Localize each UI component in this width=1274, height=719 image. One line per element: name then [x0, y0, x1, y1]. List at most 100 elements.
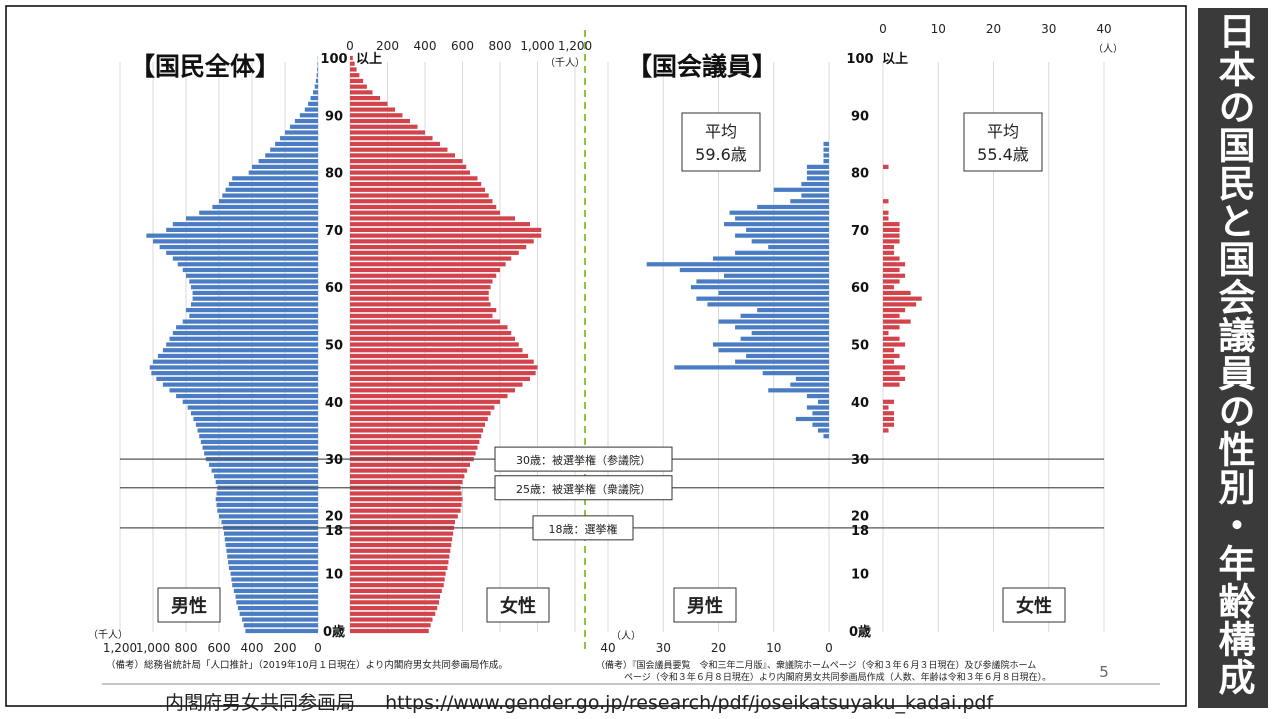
male-bar	[773, 187, 829, 192]
female-bar	[883, 210, 889, 215]
male-bar	[146, 233, 318, 238]
male-bar	[157, 353, 318, 359]
male-bar	[235, 594, 318, 599]
male-bar	[258, 159, 318, 164]
male-bar	[817, 428, 829, 433]
age-tick-label: 0歳	[849, 624, 871, 640]
male-bar	[724, 273, 829, 278]
male-bar	[823, 153, 829, 158]
average-value: 55.4歳	[977, 145, 1029, 164]
male-bar	[718, 319, 829, 324]
female-bar	[350, 204, 497, 210]
age-top-suffix: 以上	[882, 52, 908, 67]
female-bar	[350, 393, 508, 399]
female-bar	[350, 468, 468, 473]
male-bar	[182, 319, 318, 324]
average-value: 59.6歳	[695, 145, 747, 164]
male-bar	[186, 216, 318, 221]
male-bar	[217, 508, 318, 513]
female-bar	[350, 623, 431, 628]
chart-title: 【国会議員】	[627, 52, 777, 81]
male-bar	[199, 434, 318, 439]
male-bar	[317, 67, 318, 72]
male-bar	[232, 176, 318, 181]
male-bar	[735, 216, 829, 221]
age-tick-label: 90	[325, 109, 343, 124]
male-bar	[202, 445, 318, 450]
female-bar	[883, 422, 895, 427]
female-bar	[350, 136, 433, 141]
male-bar	[199, 210, 318, 215]
male-bar	[275, 141, 318, 147]
female-bar	[350, 428, 484, 433]
female-bar	[350, 548, 451, 553]
female-bar	[350, 491, 462, 496]
female-bar	[350, 61, 355, 66]
male-bar	[166, 342, 318, 347]
age-tick-label: 100	[846, 52, 873, 67]
female-bar	[350, 342, 519, 347]
age-tick-label: 60	[325, 281, 343, 296]
female-bar	[350, 124, 418, 129]
male-bar	[239, 611, 318, 616]
male-bar	[215, 497, 318, 502]
female-bar	[350, 250, 519, 255]
male-bar	[159, 244, 318, 250]
x-tick-label-bottom: 1,000	[136, 641, 170, 655]
x-tick-label-top: 10	[931, 22, 946, 36]
male-bar	[215, 479, 318, 485]
male-bar	[192, 290, 318, 296]
male-bar	[735, 325, 829, 330]
male-bar	[801, 181, 829, 187]
average-label: 平均	[705, 122, 737, 141]
male-bar	[806, 170, 829, 175]
female-bar	[883, 199, 889, 204]
female-bar	[883, 342, 906, 347]
x-tick-label-bottom: 0	[314, 641, 322, 655]
female-bar	[350, 451, 476, 456]
male-bar	[746, 353, 829, 359]
x-tick-label-top: 20	[986, 22, 1001, 36]
female-bar	[883, 359, 895, 364]
male-bar	[729, 210, 829, 215]
series-label: 男性	[171, 595, 207, 617]
female-bar	[350, 594, 440, 599]
female-bar	[350, 267, 500, 273]
female-bar	[350, 382, 523, 387]
female-bar	[350, 565, 448, 571]
female-bar	[883, 164, 889, 169]
male-bar	[746, 227, 829, 232]
age-tick-label: 18	[325, 524, 343, 539]
male-bar	[740, 313, 829, 318]
source-note: （備考）総務省統計局「人口推計」（2019年10月１日現在）より内閣府男女共同参…	[106, 659, 508, 671]
male-bar	[751, 330, 829, 336]
female-bar	[350, 101, 388, 106]
male-bar	[169, 336, 318, 341]
male-bar	[176, 325, 318, 330]
female-bar	[350, 141, 440, 147]
female-bar	[350, 445, 478, 450]
male-bar	[806, 176, 829, 181]
male-bar	[242, 617, 318, 622]
female-bar	[883, 376, 906, 381]
male-bar	[696, 279, 829, 284]
footer-url[interactable]: https://www.gender.go.jp/research/pdf/jo…	[385, 692, 994, 714]
male-bar	[315, 78, 318, 84]
female-bar	[350, 96, 380, 101]
female-bar	[883, 279, 900, 284]
female-bar	[350, 78, 364, 84]
male-bar	[823, 147, 829, 152]
female-bar	[350, 388, 515, 393]
male-bar	[162, 348, 318, 353]
age-tick-label: 70	[851, 224, 869, 239]
female-bar	[350, 439, 480, 445]
male-bar	[228, 560, 318, 565]
female-bar	[350, 181, 482, 187]
male-bar	[186, 273, 318, 278]
male-bar	[817, 399, 829, 404]
female-bar	[350, 479, 463, 485]
age-top-suffix: 以上	[356, 52, 382, 67]
male-bar	[812, 422, 829, 427]
female-bar	[350, 474, 465, 479]
x-tick-label-bottom: 400	[241, 641, 264, 655]
